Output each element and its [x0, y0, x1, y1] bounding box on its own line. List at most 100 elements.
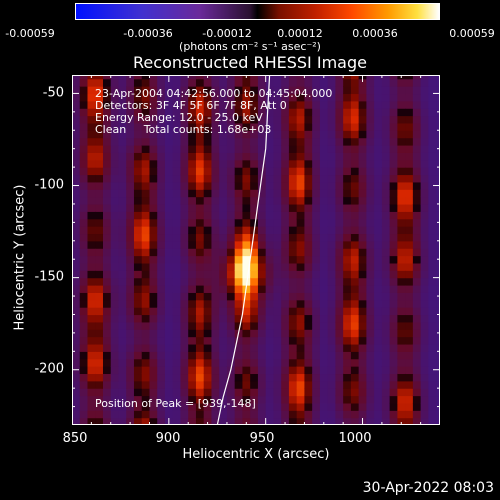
heatmap-cell [87, 86, 96, 95]
heatmap-cell [296, 329, 306, 338]
heatmap-cell [226, 299, 236, 308]
heatmap-cell [164, 152, 174, 161]
heatmap-cell [335, 196, 344, 205]
heatmap-cell [164, 388, 174, 397]
heatmap-cell [265, 402, 275, 411]
heatmap-cell [312, 203, 321, 212]
heatmap-cell [72, 248, 81, 257]
heatmap-cell [234, 321, 244, 330]
heatmap-cell [203, 262, 213, 271]
heatmap-cell [389, 211, 398, 220]
heatmap-cell [436, 277, 440, 286]
heatmap-cell [350, 343, 360, 352]
heatmap-cell [397, 402, 406, 411]
heatmap-cell [374, 93, 383, 102]
heatmap-cell [288, 380, 298, 389]
heatmap-cell [226, 145, 236, 153]
heatmap-cell [219, 388, 228, 397]
heatmap-cell [412, 395, 422, 404]
heatmap-cell [110, 93, 120, 102]
colorbar-tick: 0.00036 [352, 27, 398, 40]
heatmap-cell [281, 255, 290, 264]
heatmap-cell [350, 329, 360, 338]
heatmap-cell [102, 174, 112, 183]
heatmap-cell [102, 78, 112, 87]
plot-frame [72, 75, 440, 425]
heatmap-cell [203, 351, 213, 360]
heatmap-cell [250, 307, 259, 316]
heatmap-cell [157, 329, 166, 338]
heatmap-cell [350, 380, 360, 389]
heatmap-cell [428, 167, 437, 176]
heatmap-cell [242, 307, 251, 316]
heatmap-cell [87, 93, 96, 102]
heatmap-cell [133, 336, 143, 345]
heatmap-cell [381, 358, 391, 367]
heatmap-cell [327, 196, 337, 205]
heatmap-cell [257, 137, 267, 146]
heatmap-cell [164, 366, 174, 375]
heatmap-cell [110, 226, 120, 235]
heatmap-cell [172, 211, 182, 220]
heatmap-cell [149, 373, 158, 382]
heatmap-cell [397, 262, 406, 271]
heatmap-cell [102, 108, 112, 117]
heatmap-cell [374, 218, 383, 227]
heatmap-cell [211, 218, 220, 227]
heatmap-cell [343, 351, 352, 360]
heatmap-cell [118, 189, 127, 198]
heatmap-cell [304, 262, 313, 271]
heatmap-cell [118, 395, 127, 404]
heatmap-cell [203, 380, 213, 389]
heatmap-cell [428, 78, 437, 87]
heatmap-cell [126, 255, 135, 264]
heatmap-cell [172, 159, 182, 168]
heatmap-cell [327, 240, 337, 249]
heatmap-cell [95, 299, 104, 308]
heatmap-cell [273, 174, 282, 183]
heatmap-cell [381, 86, 391, 95]
heatmap-cell [374, 292, 383, 301]
heatmap-cell [304, 93, 313, 102]
heatmap-cell [250, 373, 259, 382]
heatmap-cell [250, 262, 259, 271]
heatmap-cell [188, 167, 197, 176]
heatmap-cell [304, 248, 313, 257]
heatmap-cell [428, 93, 437, 102]
heatmap-cell [133, 410, 143, 419]
heatmap-cell [273, 240, 282, 249]
heatmap-cell [203, 285, 213, 293]
heatmap-cell [304, 351, 313, 360]
heatmap-cell [226, 137, 236, 146]
heatmap-cell [157, 343, 166, 352]
heatmap-cell [79, 78, 89, 87]
heatmap-cell [188, 181, 197, 190]
heatmap-cell [118, 145, 127, 153]
heatmap-cell [257, 373, 267, 382]
heatmap-cell [343, 100, 352, 109]
heatmap-cell [242, 366, 251, 375]
heatmap-cell [312, 321, 321, 330]
heatmap-cell [149, 358, 158, 367]
heatmap-cell [126, 108, 135, 117]
heatmap-cell [366, 358, 375, 367]
heatmap-cell [436, 174, 440, 183]
heatmap-cell [420, 196, 429, 205]
heatmap-cell [219, 380, 228, 389]
heatmap-cell [226, 255, 236, 264]
heatmap-cell [257, 108, 267, 117]
heatmap-cell [257, 218, 267, 227]
heatmap-cell [180, 336, 189, 345]
heatmap-cell [296, 388, 306, 397]
heatmap-cell [118, 255, 127, 264]
heatmap-cell [397, 410, 406, 419]
heatmap-cell [172, 203, 182, 212]
heatmap-cell [257, 270, 267, 279]
heatmap-cell [102, 329, 112, 338]
heatmap-cell [381, 137, 391, 146]
heatmap-cell [312, 152, 321, 161]
heatmap-cell [95, 380, 104, 389]
heatmap-cell [195, 388, 205, 397]
heatmap-cell [157, 314, 166, 323]
heatmap-cell [343, 75, 352, 80]
